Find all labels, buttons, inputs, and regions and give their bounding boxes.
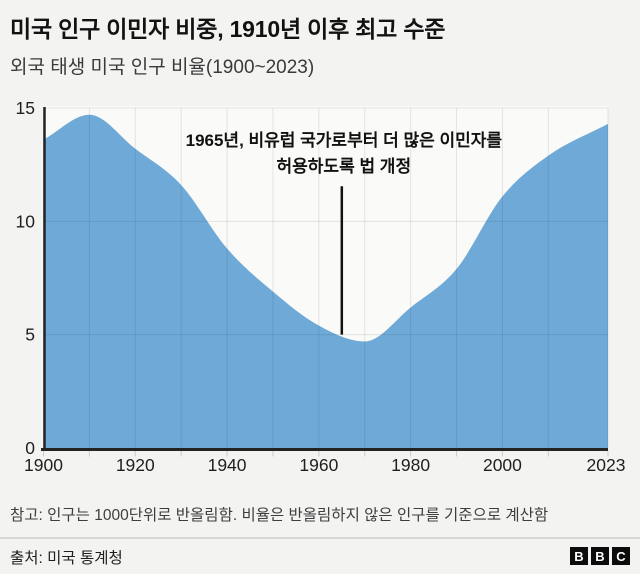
bbc-logo-block-b1: B (570, 547, 588, 565)
immigrant-share-area-chart: 0 5 10 15 1900 1920 1940 1960 1980 2000 2023 1965년,… (16, 98, 626, 475)
y-axis-tick-label: 15 (16, 98, 35, 118)
annotation-text-line: 허용하도록 법 개정 (277, 157, 412, 176)
x-axis-tick-label: 2023 (587, 455, 626, 475)
bbc-logo-block-b2: B (591, 547, 609, 565)
footer-divider (0, 537, 640, 539)
chart-footnote: 참고: 인구는 1000단위로 반올림함. 비율은 반올림하지 않은 인구를 기… (10, 507, 549, 524)
annotation-text-line: 1965년, 비유럽 국가로부터 더 많은 이민자를 (186, 131, 503, 150)
y-axis-tick-label: 5 (25, 325, 35, 345)
bbc-logo-block-c: C (612, 547, 630, 565)
y-axis-tick-label: 0 (25, 438, 35, 458)
y-axis-tick-label: 10 (16, 211, 36, 231)
bbc-logo: B B C (570, 547, 630, 565)
x-axis-tick-label: 1980 (391, 455, 430, 475)
page-title: 미국 인구 이민자 비중, 1910년 이후 최고 수준 (10, 16, 446, 42)
x-axis-tick-label: 1940 (208, 455, 247, 475)
x-axis-tick-label: 2000 (483, 455, 522, 475)
x-axis-tick-label: 1920 (116, 455, 155, 475)
x-axis-tick-label: 1960 (299, 455, 338, 475)
immigrant-share-area (43, 114, 608, 449)
chart-subtitle: 외국 태생 미국 인구 비율(1900~2023) (10, 57, 315, 78)
x-axis-tick-label: 1900 (24, 455, 63, 475)
source-label: 출처: 미국 통계청 (10, 550, 123, 567)
